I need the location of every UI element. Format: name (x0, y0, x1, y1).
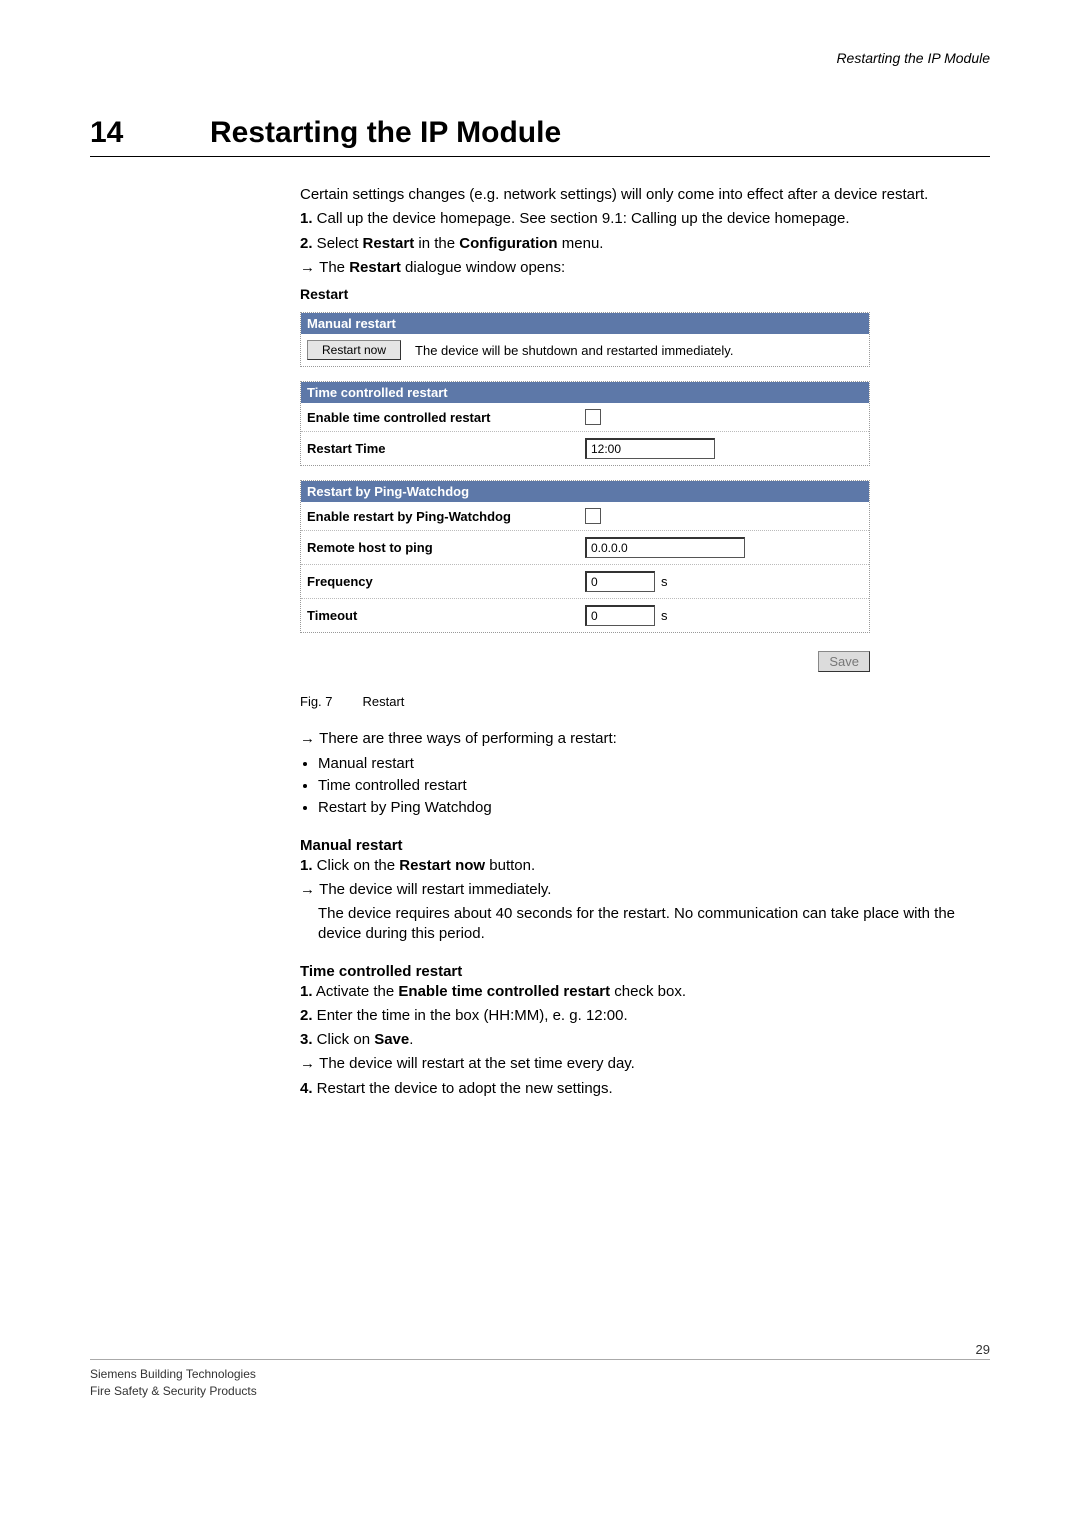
intro-result: The Restart dialogue window opens: (300, 258, 990, 278)
timed-step-2: 2. Enter the time in the box (HH:MM), e.… (300, 1006, 990, 1026)
panel-row: Frequency s (301, 564, 869, 598)
timed-result: The device will restart at the set time … (300, 1054, 990, 1074)
panel-row: Remote host to ping (301, 530, 869, 564)
panel-header: Manual restart (301, 313, 869, 334)
lead-text: There are three ways of performing a res… (319, 730, 617, 747)
restart-dialog-screenshot: Restart Manual restart Restart now The d… (300, 286, 870, 633)
field-label: Remote host to ping (307, 540, 585, 555)
step-number: 4. (300, 1080, 313, 1097)
chapter-number: 14 (90, 116, 210, 150)
save-row: Save (300, 651, 870, 672)
step-text: check box. (610, 983, 686, 1000)
step-text: . (409, 1031, 413, 1048)
intro-paragraph: Certain settings changes (e.g. network s… (300, 185, 990, 205)
panel-row: Restart Time (301, 431, 869, 465)
step-number: 1. (300, 983, 313, 1000)
timed-step-3: 3. Click on Save. (300, 1030, 990, 1050)
step-text: Call up the device homepage. See section… (313, 210, 850, 227)
panel-row: Enable restart by Ping-Watchdog (301, 502, 869, 530)
intro-step-1: 1. Call up the device homepage. See sect… (300, 209, 990, 229)
figure-label: Fig. 7 (300, 694, 333, 709)
panel-row: Restart now The device will be shutdown … (301, 334, 869, 366)
restart-now-button[interactable]: Restart now (307, 340, 401, 360)
list-item: Manual restart (318, 753, 990, 775)
figure-caption: Fig. 7 Restart (300, 694, 990, 709)
list-item: Time controlled restart (318, 775, 990, 797)
step-text: Enter the time in the box (HH:MM), e. g.… (313, 1007, 628, 1024)
field-label: Frequency (307, 574, 585, 589)
panel-row: Enable time controlled restart (301, 403, 869, 431)
figure-text: Restart (363, 694, 405, 709)
list-item: Restart by Ping Watchdog (318, 797, 990, 819)
manual-restart-panel: Manual restart Restart now The device wi… (300, 312, 870, 367)
button-name: Restart now (399, 857, 485, 874)
chapter-title: Restarting the IP Module (210, 116, 561, 150)
step-text: Activate the (313, 983, 399, 1000)
footer-line-1: Siemens Building Technologies (90, 1366, 990, 1383)
footer-line-2: Fire Safety & Security Products (90, 1383, 990, 1400)
step-number: 1. (300, 857, 313, 874)
menu-name: Configuration (459, 235, 557, 252)
manual-restart-heading: Manual restart (300, 837, 990, 854)
dialog-name: Restart (349, 259, 401, 276)
timed-step-1: 1. Activate the Enable time controlled r… (300, 982, 990, 1002)
unit-label: s (661, 608, 668, 623)
step-text: in the (414, 235, 459, 252)
button-name: Save (374, 1031, 409, 1048)
unit-label: s (661, 574, 668, 589)
step-number: 1. (300, 210, 313, 227)
timeout-input[interactable] (585, 605, 655, 626)
ways-lead: There are three ways of performing a res… (300, 729, 990, 749)
field-label: Restart Time (307, 441, 585, 456)
step-number: 2. (300, 235, 313, 252)
step-text: Restart the device to adopt the new sett… (313, 1080, 613, 1097)
ping-watchdog-panel: Restart by Ping-Watchdog Enable restart … (300, 480, 870, 633)
save-button[interactable]: Save (818, 651, 870, 672)
step-text: button. (485, 857, 535, 874)
timed-restart-heading: Time controlled restart (300, 963, 990, 980)
timed-step-4: 4. Restart the device to adopt the new s… (300, 1079, 990, 1099)
field-label: Enable time controlled restart (307, 410, 585, 425)
result-text: The (319, 259, 349, 276)
enable-ping-watchdog-checkbox[interactable] (585, 508, 601, 524)
panel-row: Timeout s (301, 598, 869, 632)
field-label: Enable restart by Ping-Watchdog (307, 509, 585, 524)
panel-header: Time controlled restart (301, 382, 869, 403)
step-text: Select (313, 235, 363, 252)
step-number: 2. (300, 1007, 313, 1024)
result-text: The device will restart at the set time … (319, 1055, 635, 1072)
result-text: The device will restart immediately. (319, 881, 551, 898)
step-text: Click on the (313, 857, 400, 874)
manual-result-2: The device requires about 40 seconds for… (318, 904, 990, 945)
step-text: Click on (313, 1031, 375, 1048)
restart-time-input[interactable] (585, 438, 715, 459)
ways-list: Manual restart Time controlled restart R… (300, 753, 990, 818)
intro-step-2: 2. Select Restart in the Configuration m… (300, 234, 990, 254)
remote-host-input[interactable] (585, 537, 745, 558)
frequency-input[interactable] (585, 571, 655, 592)
step-text: menu. (558, 235, 604, 252)
panel-header: Restart by Ping-Watchdog (301, 481, 869, 502)
enable-time-restart-checkbox[interactable] (585, 409, 601, 425)
result-text: dialogue window opens: (401, 259, 565, 276)
running-header: Restarting the IP Module (90, 50, 990, 66)
page-footer: 29 Siemens Building Technologies Fire Sa… (90, 1359, 990, 1400)
time-controlled-restart-panel: Time controlled restart Enable time cont… (300, 381, 870, 466)
dialog-title: Restart (300, 286, 870, 302)
panel-text: The device will be shutdown and restarte… (415, 343, 733, 358)
chapter-heading: 14 Restarting the IP Module (90, 116, 990, 157)
manual-step-1: 1. Click on the Restart now button. (300, 856, 990, 876)
manual-result-1: The device will restart immediately. (300, 880, 990, 900)
checkbox-name: Enable time controlled restart (398, 983, 610, 1000)
field-label: Timeout (307, 608, 585, 623)
page-number: 29 (976, 1342, 990, 1357)
step-number: 3. (300, 1031, 313, 1048)
menu-name: Restart (363, 235, 415, 252)
